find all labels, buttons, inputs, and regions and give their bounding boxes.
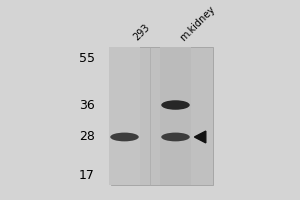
Ellipse shape [110, 133, 139, 141]
Text: 28: 28 [79, 130, 94, 143]
Text: 17: 17 [79, 169, 94, 182]
Text: 293: 293 [132, 23, 152, 43]
Polygon shape [194, 131, 206, 143]
Text: 55: 55 [79, 52, 94, 65]
Text: m.kidney: m.kidney [178, 4, 218, 43]
Bar [160, 47, 191, 185]
Ellipse shape [161, 133, 190, 141]
Bar [109, 47, 140, 185]
Text: 36: 36 [79, 99, 94, 112]
Bar [111, 47, 213, 185]
Ellipse shape [161, 100, 190, 110]
